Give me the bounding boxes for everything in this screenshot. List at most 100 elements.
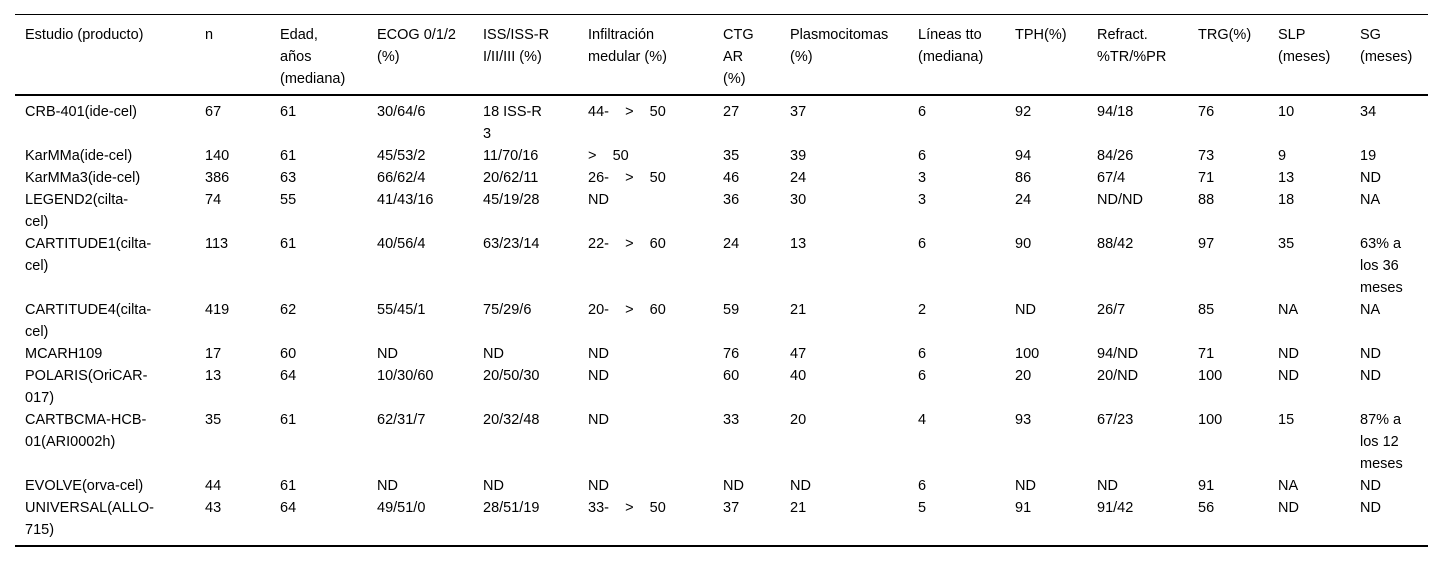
table-row: MCARH109 17 60 ND ND ND 76 47 6 100 94/ND 71 ND ND bbox=[15, 343, 1428, 365]
column-header: Líneas tto (mediana) bbox=[918, 27, 984, 65]
table-cell: 74 bbox=[205, 192, 222, 208]
table-cell: 75/29/6 bbox=[483, 302, 532, 318]
table-cell: ND bbox=[483, 478, 504, 494]
table-cell: 33 bbox=[723, 412, 740, 428]
table-cell: ND bbox=[1097, 478, 1118, 494]
table-cell: ND bbox=[1360, 368, 1381, 384]
table-cell: ND bbox=[1015, 302, 1036, 318]
table-row: LEGEND2(cilta- cel) 74 55 41/43/16 45/19/28 N… bbox=[15, 189, 1428, 233]
table-cell: ND bbox=[588, 192, 609, 208]
table-cell: 44- > 50 bbox=[588, 104, 666, 120]
table-cell: 20- > 60 bbox=[588, 302, 666, 318]
table-cell: 35 bbox=[1278, 236, 1295, 252]
table-cell: ND bbox=[790, 478, 811, 494]
table-cell: 20/32/48 bbox=[483, 412, 540, 428]
table-cell: 39 bbox=[790, 148, 807, 164]
table-cell: 84/26 bbox=[1097, 148, 1134, 164]
study-name-cell: CRB-401(ide-cel) bbox=[25, 104, 138, 120]
study-name-cell: UNIVERSAL(ALLO- 715) bbox=[25, 500, 154, 538]
table-cell: 62/31/7 bbox=[377, 412, 426, 428]
column-header: n bbox=[205, 27, 214, 43]
table-cell: 6 bbox=[918, 368, 927, 384]
table-cell: 21 bbox=[790, 500, 807, 516]
table-cell: 22- > 60 bbox=[588, 236, 666, 252]
column-header: ISS/ISS-R I/II/III (%) bbox=[483, 27, 550, 65]
table-cell: 60 bbox=[723, 368, 740, 384]
table-row: EVOLVE(orva-cel) 44 61 ND ND ND ND ND 6 ND ND 91 NA N… bbox=[15, 475, 1428, 497]
table-cell: 24 bbox=[1015, 192, 1032, 208]
table-cell: 61 bbox=[280, 236, 297, 252]
table-cell: 61 bbox=[280, 104, 297, 120]
table-cell: 419 bbox=[205, 302, 230, 318]
table-cell: 6 bbox=[918, 478, 927, 494]
table-cell: 55 bbox=[280, 192, 297, 208]
table-cell: 88/42 bbox=[1097, 236, 1134, 252]
table-row: CARTBCMA-HCB- 01(ARI0002h) 35 61 62/31/7 20/… bbox=[15, 409, 1428, 475]
table-cell: 73 bbox=[1198, 148, 1215, 164]
table-cell: 100 bbox=[1198, 368, 1223, 384]
table-cell: 87% a los 12 meses bbox=[1360, 412, 1403, 472]
table-cell: 40 bbox=[790, 368, 807, 384]
table-cell: ND bbox=[588, 412, 609, 428]
table-cell: 40/56/4 bbox=[377, 236, 426, 252]
table-cell: 6 bbox=[918, 346, 927, 362]
table-cell: 85 bbox=[1198, 302, 1215, 318]
study-name-cell: KarMMa(ide-cel) bbox=[25, 148, 133, 164]
table-cell: 91/42 bbox=[1097, 500, 1134, 516]
table-cell: ND bbox=[377, 478, 398, 494]
study-name-cell: MCARH109 bbox=[25, 346, 103, 362]
table-cell: ND/ND bbox=[1097, 192, 1143, 208]
table-cell: 113 bbox=[205, 236, 229, 252]
table-cell: NA bbox=[1278, 478, 1299, 494]
table-cell: 97 bbox=[1198, 236, 1215, 252]
table-cell: 17 bbox=[205, 346, 222, 362]
table-cell: 13 bbox=[790, 236, 807, 252]
table-cell: 76 bbox=[723, 346, 740, 362]
table-cell: 18 ISS-R 3 bbox=[483, 104, 542, 142]
table-cell: 49/51/0 bbox=[377, 500, 426, 516]
table-cell: 4 bbox=[918, 412, 927, 428]
table-cell: 26/7 bbox=[1097, 302, 1126, 318]
table-cell: 94/18 bbox=[1097, 104, 1134, 120]
table-cell: 88 bbox=[1198, 192, 1215, 208]
table-cell: 55/45/1 bbox=[377, 302, 426, 318]
table-cell: 67/4 bbox=[1097, 170, 1126, 186]
table-cell: ND bbox=[1360, 478, 1381, 494]
table-cell: 63% a los 36 meses bbox=[1360, 236, 1403, 296]
table-row: POLARIS(OriCAR- 017) 13 64 10/30/60 20/50/30… bbox=[15, 365, 1428, 409]
table-cell: 64 bbox=[280, 368, 297, 384]
table-cell: > 50 bbox=[588, 148, 629, 164]
table-cell: 90 bbox=[1015, 236, 1032, 252]
table-cell: 86 bbox=[1015, 170, 1032, 186]
study-name-cell: EVOLVE(orva-cel) bbox=[25, 478, 144, 494]
table-cell: 3 bbox=[918, 170, 927, 186]
column-header: TPH(%) bbox=[1015, 27, 1067, 43]
table-cell: 30 bbox=[790, 192, 807, 208]
table-cell: 59 bbox=[723, 302, 740, 318]
table-cell: ND bbox=[588, 368, 609, 384]
table-cell: ND bbox=[483, 346, 504, 362]
table-row: CARTITUDE1(cilta- cel) 113 61 40/56/4 63/23/… bbox=[15, 233, 1428, 299]
car-t-studies-table: Estudio (producto) n Edad, años (mediana) E… bbox=[15, 14, 1428, 547]
study-name-cell: CARTBCMA-HCB- 01(ARI0002h) bbox=[25, 412, 147, 450]
table-row: KarMMa(ide-cel) 140 61 45/53/2 11/70/16 > 50 3… bbox=[15, 145, 1428, 167]
table-cell: 30/64/6 bbox=[377, 104, 426, 120]
table-header: Estudio (producto) n Edad, años (mediana) E… bbox=[15, 15, 1428, 95]
table-cell: 6 bbox=[918, 104, 927, 120]
table-row: CARTITUDE4(cilta- cel) 419 62 55/45/1 75/29/… bbox=[15, 299, 1428, 343]
column-header: Infiltración medular (%) bbox=[588, 27, 667, 65]
table-cell: 10 bbox=[1278, 104, 1295, 120]
table-cell: ND bbox=[588, 478, 609, 494]
table-cell: 36 bbox=[723, 192, 740, 208]
table-cell: 13 bbox=[1278, 170, 1295, 186]
column-header: SLP (meses) bbox=[1278, 27, 1331, 65]
table-cell: ND bbox=[1278, 368, 1299, 384]
table-cell: ND bbox=[377, 346, 398, 362]
column-header: Plasmocitomas (%) bbox=[790, 27, 889, 65]
study-name-cell: CARTITUDE1(cilta- cel) bbox=[25, 236, 152, 274]
table-cell: 91 bbox=[1015, 500, 1032, 516]
table-cell: 43 bbox=[205, 500, 222, 516]
table-cell: ND bbox=[1360, 346, 1381, 362]
study-name-cell: LEGEND2(cilta- cel) bbox=[25, 192, 129, 230]
table-cell: 26- > 50 bbox=[588, 170, 666, 186]
